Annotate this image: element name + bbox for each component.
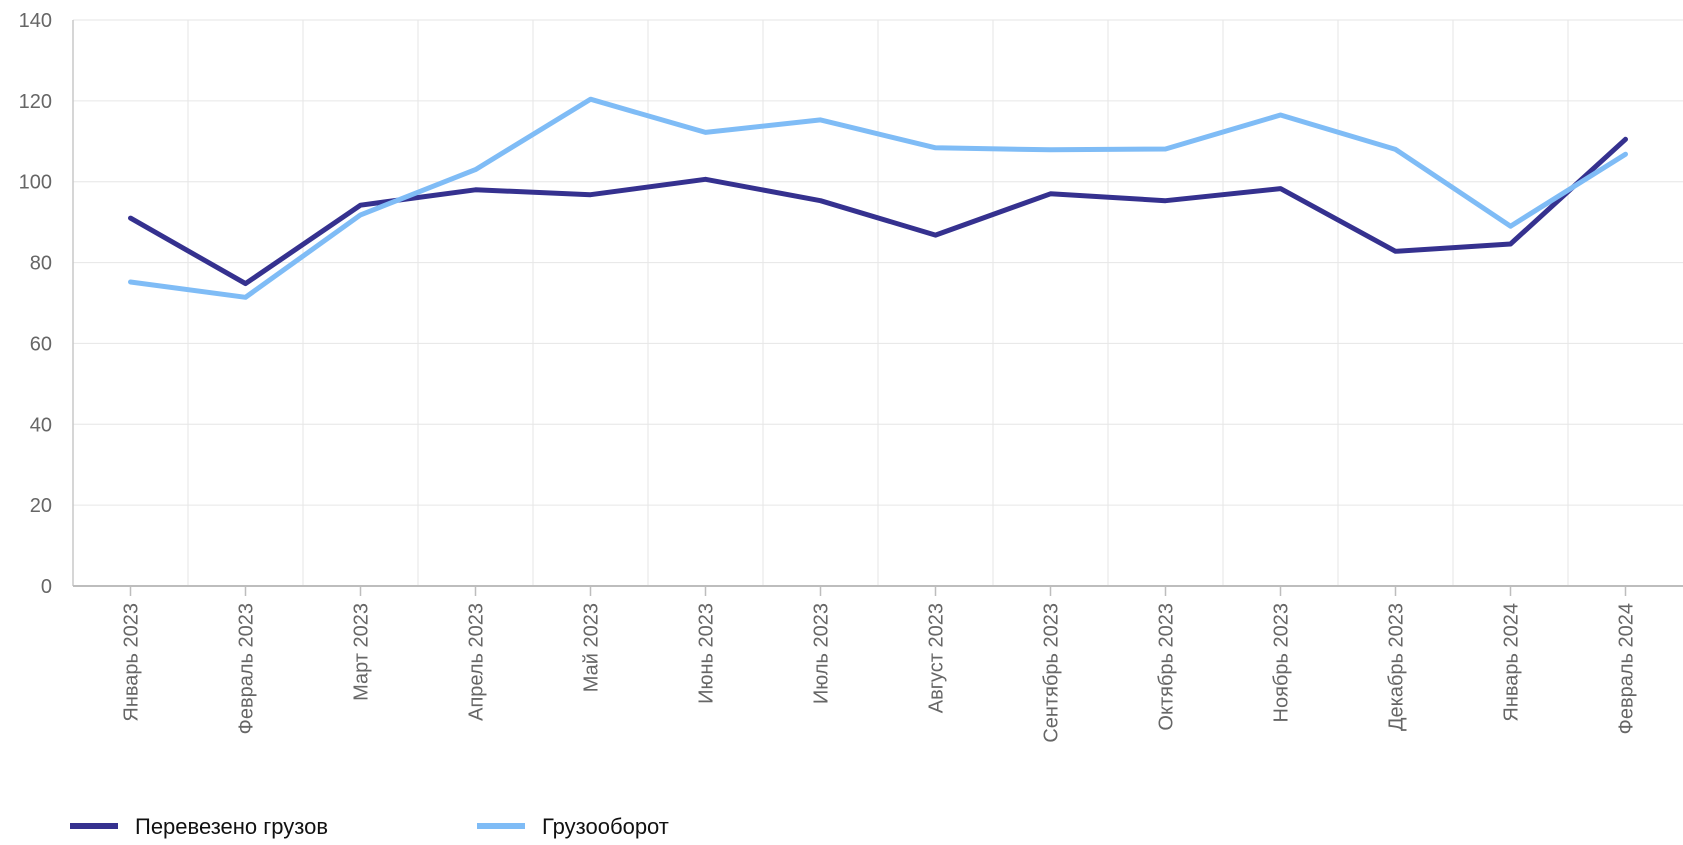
y-tick-label: 40 xyxy=(30,414,52,436)
x-tick-label: Ноябрь 2023 xyxy=(1271,603,1293,722)
y-tick-label: 120 xyxy=(19,91,52,113)
x-tick-label: Декабрь 2023 xyxy=(1386,603,1408,731)
y-tick-label: 60 xyxy=(30,333,52,355)
series-lines xyxy=(128,96,1628,300)
y-tick-label: 20 xyxy=(30,495,52,517)
x-tick-label: Январь 2024 xyxy=(1501,603,1523,722)
x-tick-label: Февраль 2024 xyxy=(1616,603,1638,734)
y-tick-label: 80 xyxy=(30,253,52,275)
legend-label: Перевезено грузов xyxy=(135,814,328,839)
x-tick-label: Июль 2023 xyxy=(811,603,833,704)
x-tick-label: Сентябрь 2023 xyxy=(1041,603,1063,743)
y-tick-label: 140 xyxy=(19,10,52,32)
x-tick-label: Март 2023 xyxy=(351,603,373,701)
x-tick-label: Август 2023 xyxy=(926,603,948,713)
x-axis-ticks: Январь 2023 Февраль 2023 Март 2023 Апрель 2… xyxy=(121,603,1638,743)
y-tick-label: 0 xyxy=(41,576,52,598)
x-tick-label: Май 2023 xyxy=(581,603,603,692)
x-tick-label: Февраль 2023 xyxy=(236,603,258,734)
y-tick-label: 100 xyxy=(19,172,52,194)
grid-lines xyxy=(73,19,1683,586)
x-tick-label: Январь 2023 xyxy=(121,603,143,722)
legend: Перевезено грузов Грузооборот xyxy=(70,814,669,839)
legend-label: Грузооборот xyxy=(542,814,669,839)
axes xyxy=(72,20,1683,596)
series-line-1 xyxy=(128,136,1628,287)
y-axis-ticks: 0 20 40 60 80 100 120 140 xyxy=(19,10,52,598)
x-tick-label: Апрель 2023 xyxy=(466,603,488,721)
series-line-2 xyxy=(128,96,1628,300)
x-tick-label: Июнь 2023 xyxy=(696,603,718,704)
x-tick-label: Октябрь 2023 xyxy=(1156,603,1178,731)
